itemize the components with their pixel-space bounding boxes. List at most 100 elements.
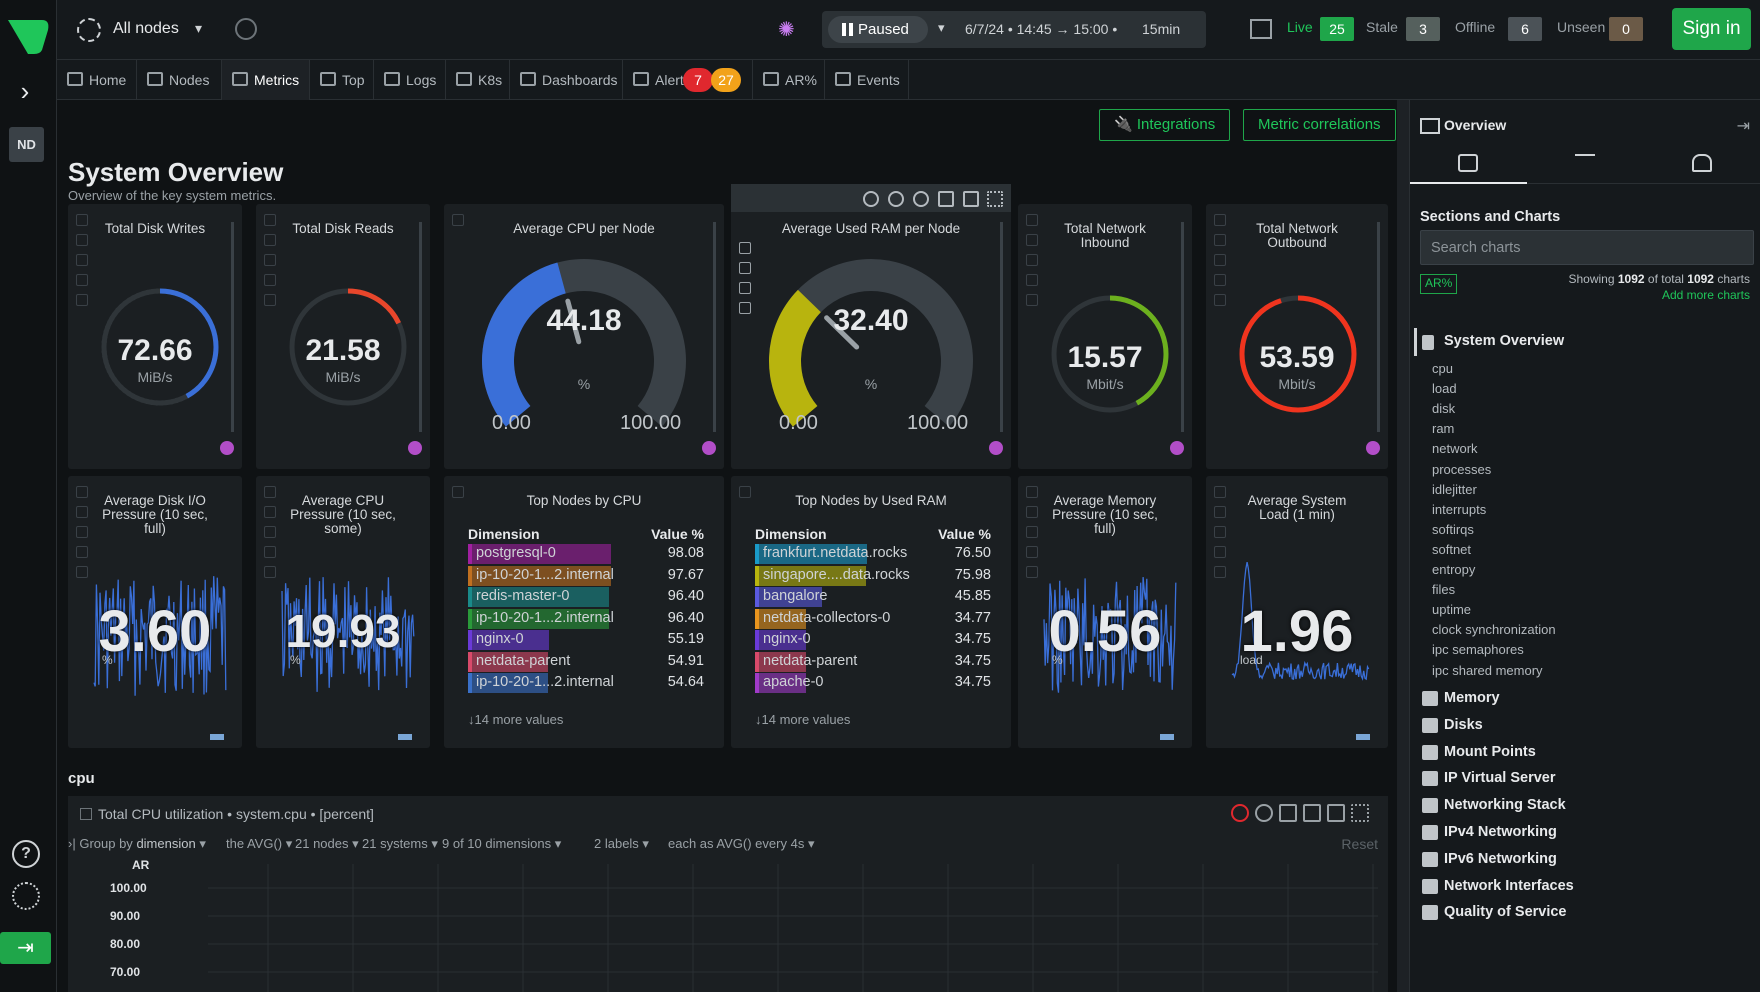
- toc-section-system-overview[interactable]: System Overview: [1444, 333, 1565, 349]
- gauge-card-disk-reads[interactable]: Total Disk Reads 21.58 MiB/s: [256, 204, 430, 469]
- netdata-logo-icon[interactable]: [6, 16, 50, 56]
- chart-grid[interactable]: [208, 864, 1378, 992]
- toc-section[interactable]: IPv6 Networking: [1444, 850, 1557, 867]
- anomaly-rate-icon[interactable]: [1170, 441, 1184, 455]
- nodes-filter[interactable]: 21 nodes ▾: [295, 836, 359, 851]
- time-aggregation-filter[interactable]: each as AVG() every 4s ▾: [668, 836, 815, 851]
- chart-type-icon[interactable]: [1279, 804, 1297, 822]
- table-row[interactable]: netdata-parent 54.91: [468, 650, 704, 672]
- integrations-button[interactable]: 🔌 Integrations: [1099, 109, 1231, 141]
- fullscreen-icon[interactable]: [1303, 804, 1321, 822]
- expand-sidebar-icon[interactable]: ›: [20, 76, 30, 106]
- toc-section[interactable]: Network Interfaces: [1444, 877, 1574, 894]
- spark-card-disk-pressure[interactable]: Average Disk I/O Pressure (10 sec, full)…: [68, 476, 242, 748]
- toc-section[interactable]: Quality of Service: [1444, 904, 1567, 921]
- spark-card-system-load[interactable]: Average System Load (1 min) 1.96 load: [1206, 476, 1388, 748]
- unseen-count-badge[interactable]: 0: [1609, 17, 1643, 41]
- spark-card-memory-pressure[interactable]: Average Memory Pressure (10 sec, full) 0…: [1018, 476, 1192, 748]
- info-icon[interactable]: [888, 191, 904, 207]
- table-row[interactable]: bangalore 45.85: [755, 585, 991, 607]
- chevron-down-icon[interactable]: ▾: [195, 20, 203, 36]
- tab-nodes[interactable]: Nodes: [137, 60, 222, 100]
- card-scrollbar[interactable]: [1377, 222, 1380, 432]
- card-scrollbar[interactable]: [1000, 222, 1003, 432]
- toc-subsection[interactable]: clock synchronization: [1432, 622, 1556, 638]
- toc-subsection[interactable]: files: [1432, 582, 1456, 598]
- table-row[interactable]: redis-master-0 96.40: [468, 585, 704, 607]
- toc-subsection[interactable]: idlejitter: [1432, 481, 1477, 497]
- tab-sections[interactable]: [1410, 144, 1527, 184]
- drag-handle-icon[interactable]: [1351, 804, 1369, 822]
- tab-k8s[interactable]: K8s: [446, 60, 510, 100]
- collapse-panel-icon[interactable]: ⇥: [1736, 118, 1750, 135]
- signin-rail-icon[interactable]: ⇥: [0, 932, 51, 964]
- card-scrollbar[interactable]: [713, 222, 716, 432]
- table-row[interactable]: ip-10-20-1...2.internal 54.64: [468, 671, 704, 693]
- tab-logs[interactable]: Logs: [374, 60, 446, 100]
- table-row[interactable]: netdata-parent 34.75: [755, 650, 991, 672]
- toc-subsection[interactable]: load: [1432, 381, 1457, 397]
- help-icon[interactable]: ?: [12, 840, 40, 868]
- tab-dashboards[interactable]: Dashboards: [510, 60, 623, 100]
- more-values[interactable]: ↓14 more values: [468, 712, 564, 727]
- info-icon[interactable]: [1255, 804, 1273, 822]
- tab-top[interactable]: Top: [310, 60, 374, 100]
- card-scrollbar[interactable]: [1181, 222, 1184, 432]
- half-gauge-card-cpu[interactable]: Average CPU per Node 44.18 % 0.00 100.00: [444, 204, 724, 469]
- alerts-critical-badge[interactable]: 7: [683, 68, 713, 92]
- fullscreen-icon[interactable]: [938, 191, 954, 207]
- toc-subsection[interactable]: ipc semaphores: [1432, 642, 1524, 658]
- search-charts-input[interactable]: [1420, 230, 1754, 265]
- live-count-badge[interactable]: 25: [1320, 17, 1354, 41]
- toc-subsection[interactable]: network: [1432, 441, 1478, 457]
- time-range[interactable]: 6/7/24 • 14:45 → 15:00 •: [965, 21, 1118, 37]
- toc-subsection[interactable]: uptime: [1432, 602, 1472, 618]
- table-row[interactable]: frankfurt.netdata.rocks 76.50: [755, 542, 991, 564]
- table-row[interactable]: ip-10-20-1...2.internal 97.67: [468, 564, 704, 586]
- table-row[interactable]: postgresql-0 98.08: [468, 542, 704, 564]
- anomaly-rate-icon[interactable]: [220, 441, 234, 455]
- lightbulb-icon[interactable]: ✺: [778, 19, 795, 41]
- tab-home[interactable]: Home: [57, 60, 137, 100]
- systems-filter[interactable]: 21 systems ▾: [362, 836, 438, 851]
- dimensions-filter[interactable]: 9 of 10 dimensions ▾: [442, 836, 562, 851]
- table-row[interactable]: nginx-0 34.75: [755, 628, 991, 650]
- anomaly-rate-icon[interactable]: [989, 441, 1003, 455]
- toc-subsection[interactable]: softnet: [1432, 541, 1472, 557]
- tab-alerts[interactable]: [1644, 144, 1760, 184]
- more-values[interactable]: ↓14 more values: [755, 712, 851, 727]
- tab-metrics[interactable]: Metrics: [222, 60, 310, 100]
- room-settings-gear-icon[interactable]: [235, 18, 257, 40]
- table-row[interactable]: singapore....data.rocks 75.98: [755, 564, 991, 586]
- stale-count-badge[interactable]: 3: [1406, 17, 1440, 41]
- add-more-charts-link[interactable]: Add more charts: [1661, 288, 1750, 302]
- anomaly-rate-icon[interactable]: [702, 441, 716, 455]
- time-duration[interactable]: 15min: [1142, 21, 1181, 37]
- nodes-selector[interactable]: All nodes: [113, 20, 179, 37]
- toc-subsection[interactable]: interrupts: [1432, 501, 1487, 517]
- toc-subsection[interactable]: softirqs: [1432, 521, 1474, 537]
- toc-subsection[interactable]: entropy: [1432, 562, 1476, 577]
- toc-subsection[interactable]: disk: [1432, 401, 1456, 417]
- toc-subsection[interactable]: ipc shared memory: [1432, 662, 1543, 678]
- tab-events[interactable]: Events: [825, 60, 909, 100]
- toc-section[interactable]: Mount Points: [1444, 743, 1536, 760]
- table-card-top-cpu[interactable]: Top Nodes by CPU Dimension Value % postg…: [444, 476, 724, 748]
- table-row[interactable]: ip-10-20-1...2.internal 96.40: [468, 607, 704, 629]
- tab-ar[interactable]: AR%: [753, 60, 825, 100]
- card-scrollbar[interactable]: [231, 222, 234, 432]
- gauge-card-network-outbound[interactable]: Total Network Outbound 53.59 Mbit/s: [1206, 204, 1388, 469]
- timer-icon[interactable]: [913, 191, 929, 207]
- toc-subsection[interactable]: processes: [1432, 461, 1492, 477]
- half-gauge-card-ram[interactable]: Average Used RAM per Node 32.40 % 0.00 1…: [731, 204, 1011, 469]
- gauge-card-network-inbound[interactable]: Total Network Inbound 15.57 Mbit/s: [1018, 204, 1192, 469]
- anomaly-rate-icon[interactable]: [1366, 441, 1380, 455]
- toc-subsection[interactable]: ram: [1432, 421, 1455, 437]
- spark-card-cpu-pressure[interactable]: Average CPU Pressure (10 sec, some) 19.9…: [256, 476, 430, 748]
- toc-section[interactable]: IPv4 Networking: [1444, 824, 1557, 840]
- table-row[interactable]: netdata-collectors-0 34.77: [755, 607, 991, 629]
- table-row[interactable]: apache-0 34.75: [755, 671, 991, 693]
- table-row[interactable]: nginx-0 55.19: [468, 628, 704, 650]
- tab-filters[interactable]: [1527, 144, 1644, 184]
- toc-section[interactable]: IP Virtual Server: [1444, 770, 1556, 787]
